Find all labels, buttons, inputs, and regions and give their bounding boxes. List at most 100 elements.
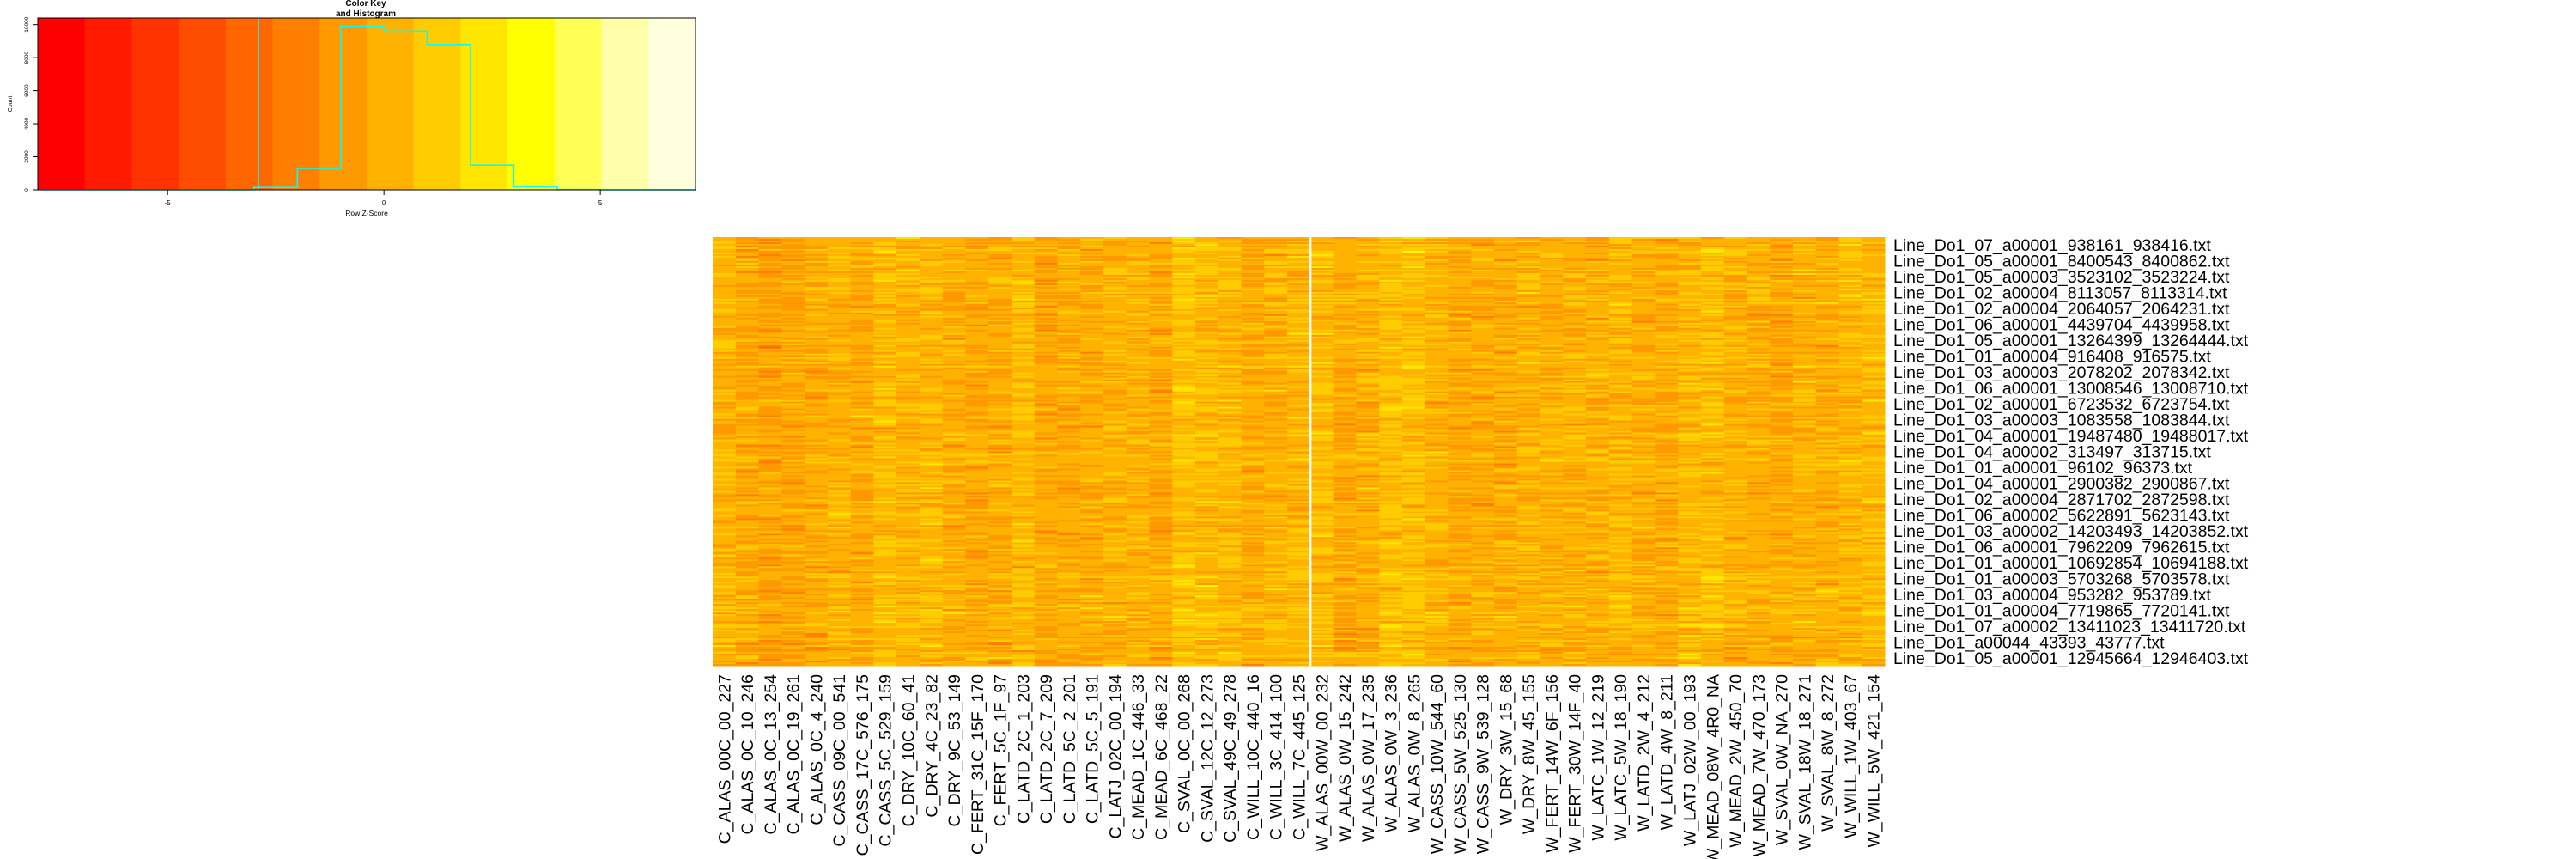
heatmap-cell [965, 267, 989, 271]
heatmap-cell [1172, 277, 1196, 281]
heatmap-cell [1862, 252, 1886, 255]
heatmap-cell [1218, 317, 1242, 320]
heatmap-cell [1448, 276, 1472, 279]
heatmap-cell [988, 317, 1012, 320]
heatmap-cell [781, 252, 805, 255]
heatmap-cell [1149, 310, 1173, 314]
heatmap-cell [805, 336, 829, 339]
heatmap-cell [1700, 317, 1725, 320]
heatmap-cell [896, 296, 920, 300]
heatmap-cell [1172, 308, 1196, 312]
heatmap-cell [1425, 293, 1449, 296]
heatmap-cell [805, 298, 829, 302]
heatmap-cell [1655, 284, 1679, 288]
heatmap-cell [1770, 293, 1794, 296]
heatmap-cell [1631, 324, 1656, 327]
heatmap-cell [1862, 293, 1886, 296]
heatmap-cell [1792, 259, 1817, 262]
heatmap-cell [1815, 283, 1839, 286]
heatmap-cell [735, 264, 760, 267]
heatmap-cell [1379, 277, 1403, 281]
heatmap-cell [805, 269, 829, 272]
heatmap-cell [1080, 327, 1104, 331]
heatmap-cell [850, 302, 874, 305]
heatmap-cell [1149, 308, 1173, 312]
heatmap-cell [1516, 286, 1541, 289]
heatmap-cell [1747, 262, 1771, 265]
heatmap-cell [1723, 312, 1747, 315]
heatmap-cell [1655, 320, 1679, 324]
heatmap-cell [1838, 303, 1862, 307]
heatmap-cell [1172, 272, 1196, 276]
heatmap-cell [1631, 302, 1656, 305]
heatmap-cell [1448, 303, 1472, 307]
heatmap-cell [1425, 279, 1449, 283]
heatmap-cell [1838, 284, 1862, 288]
heatmap-cell [1655, 241, 1679, 245]
heatmap-cell [1700, 302, 1725, 305]
heatmap-cell [1149, 279, 1173, 283]
heatmap-cell [965, 243, 989, 247]
heatmap-cell [1516, 332, 1541, 336]
heatmap-cell [1516, 317, 1541, 320]
heatmap-cell [1563, 320, 1587, 324]
heatmap-cell [758, 267, 782, 271]
heatmap-cell [827, 314, 852, 317]
heatmap-cell [1494, 253, 1518, 257]
heatmap-cell [1011, 259, 1036, 262]
heatmap-cell [1103, 314, 1127, 317]
heatmap-cell [1149, 332, 1173, 336]
heatmap-cell [965, 315, 989, 319]
heatmap-cell [942, 319, 966, 322]
heatmap-cell [1356, 322, 1380, 326]
heatmap-cell [1172, 307, 1196, 310]
heatmap-cell [850, 324, 874, 327]
heatmap-cell [758, 314, 782, 317]
heatmap-cell [1172, 284, 1196, 288]
heatmap-cell [1448, 314, 1472, 317]
heatmap-cell [827, 332, 852, 336]
heatmap-cell [713, 312, 737, 315]
heatmap-cell [1586, 237, 1610, 240]
heatmap-cell [1770, 310, 1794, 314]
heatmap-cell [1471, 326, 1495, 329]
heatmap-cell [1103, 324, 1127, 327]
heatmap-cell [1655, 279, 1679, 283]
heatmap-cell [1080, 281, 1104, 284]
heatmap-cell [942, 336, 966, 339]
color-key-title-line2: and Histogram [336, 9, 396, 19]
color-key: Color Key and Histogram -5 0 5 02000400060… [8, 0, 696, 217]
heatmap-cell [1379, 324, 1403, 327]
heatmap-cell [850, 291, 874, 295]
heatmap-cell [1815, 264, 1839, 267]
heatmap-cell [1034, 324, 1058, 327]
heatmap-cell [873, 253, 897, 257]
heatmap-cell [1494, 329, 1518, 332]
heatmap-cell [1425, 295, 1449, 298]
heatmap-cell [1309, 271, 1334, 274]
heatmap-cell [942, 277, 966, 281]
heatmap-cell [1448, 324, 1472, 327]
heatmap-cell [850, 332, 874, 336]
heatmap-cell [1241, 308, 1265, 312]
heatmap-cell [1678, 241, 1702, 245]
heatmap-cell [1264, 300, 1288, 303]
heatmap-cell [1747, 276, 1771, 279]
heatmap-cell [827, 245, 852, 248]
heatmap-cell [1723, 239, 1747, 241]
heatmap-cell [1540, 307, 1564, 310]
heatmap-cell [1862, 314, 1886, 317]
heatmap-cell [781, 308, 805, 312]
heatmap-cell [827, 296, 852, 300]
heatmap-cell [919, 329, 944, 332]
heatmap-cell [1356, 277, 1380, 281]
heatmap-cell [1401, 267, 1426, 271]
heatmap-cell [1379, 298, 1403, 302]
heatmap-cell [1011, 272, 1036, 276]
heatmap-cell [1516, 274, 1541, 277]
heatmap-cell [1401, 286, 1426, 289]
heatmap-cell [713, 319, 737, 322]
heatmap-cell [758, 260, 782, 264]
heatmap-cell [1264, 243, 1288, 247]
heatmap-cell [1862, 329, 1886, 332]
